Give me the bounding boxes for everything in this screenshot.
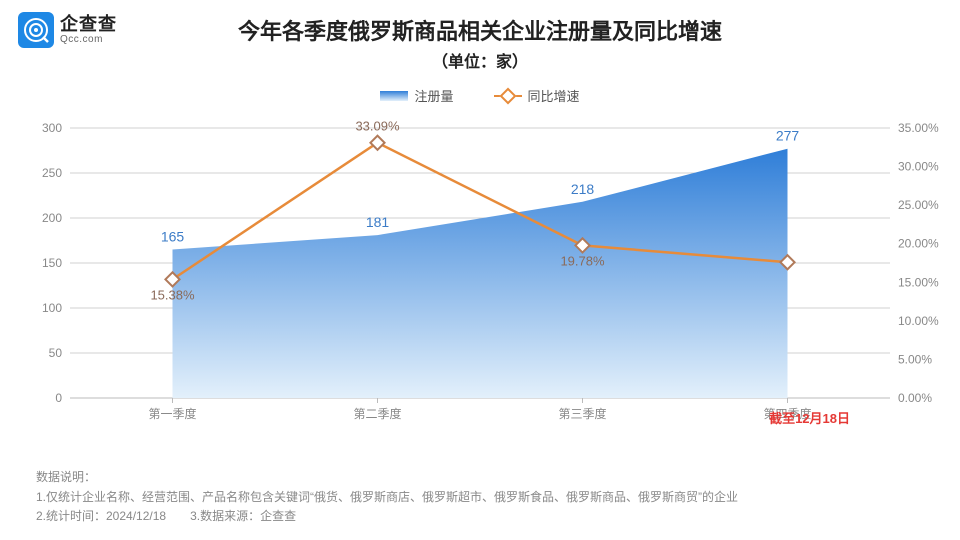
logo-icon [18, 12, 54, 48]
legend: 注册量 同比增速 [0, 86, 960, 105]
cutoff-note: 截至12月18日 [769, 408, 850, 427]
area-value-label: 277 [776, 128, 800, 144]
footer-notes: 数据说明： 1.仅统计企业名称、经营范围、产品名称包含关键词“俄货、俄罗斯商店、… [36, 468, 924, 526]
logo-text-cn: 企查查 [60, 15, 117, 35]
footer-line-2: 1.仅统计企业名称、经营范围、产品名称包含关键词“俄货、俄罗斯商店、俄罗斯超市、… [36, 488, 924, 507]
svg-text:0: 0 [55, 391, 62, 405]
svg-text:25.00%: 25.00% [898, 198, 939, 212]
svg-text:100: 100 [42, 301, 62, 315]
svg-text:50: 50 [49, 346, 63, 360]
svg-text:0.00%: 0.00% [898, 391, 932, 405]
svg-text:250: 250 [42, 166, 62, 180]
svg-text:30.00%: 30.00% [898, 160, 939, 174]
svg-text:20.00%: 20.00% [898, 237, 939, 251]
svg-text:15.00%: 15.00% [898, 275, 939, 289]
line-value-label: 15.38% [150, 287, 195, 302]
legend-label-area: 注册量 [414, 86, 453, 105]
x-category-label: 第三季度 [558, 406, 606, 421]
chart-subtitle: （单位：家） [0, 48, 960, 72]
area-swatch [380, 91, 408, 101]
chart-title: 今年各季度俄罗斯商品相关企业注册量及同比增速 [0, 14, 960, 46]
svg-text:5.00%: 5.00% [898, 352, 932, 366]
line-value-label: 19.78% [560, 253, 605, 268]
footer-line-1: 数据说明： [36, 468, 924, 487]
line-marker [370, 136, 384, 150]
legend-item-line: 同比增速 [494, 86, 580, 105]
svg-text:150: 150 [42, 256, 62, 270]
brand-logo: 企查查 Qcc.com [18, 12, 117, 48]
svg-text:300: 300 [42, 121, 62, 135]
svg-text:200: 200 [42, 211, 62, 225]
x-category-label: 第二季度 [353, 406, 401, 421]
line-value-label: 33.09% [355, 119, 400, 134]
x-category-label: 第一季度 [148, 406, 196, 421]
area-value-label: 165 [161, 229, 185, 245]
svg-text:10.00%: 10.00% [898, 314, 939, 328]
line-swatch [494, 95, 522, 97]
chart-area: 0501001502002503000.00%5.00%10.00%15.00%… [70, 118, 890, 428]
area-value-label: 218 [571, 181, 595, 197]
legend-label-line: 同比增速 [528, 86, 580, 105]
svg-text:35.00%: 35.00% [898, 121, 939, 135]
area-series [173, 149, 788, 398]
area-value-label: 181 [366, 214, 390, 230]
logo-text-en: Qcc.com [60, 34, 117, 45]
legend-item-area: 注册量 [380, 86, 453, 105]
footer-line-3: 2.统计时间：2024/12/18 3.数据来源：企查查 [36, 507, 924, 526]
